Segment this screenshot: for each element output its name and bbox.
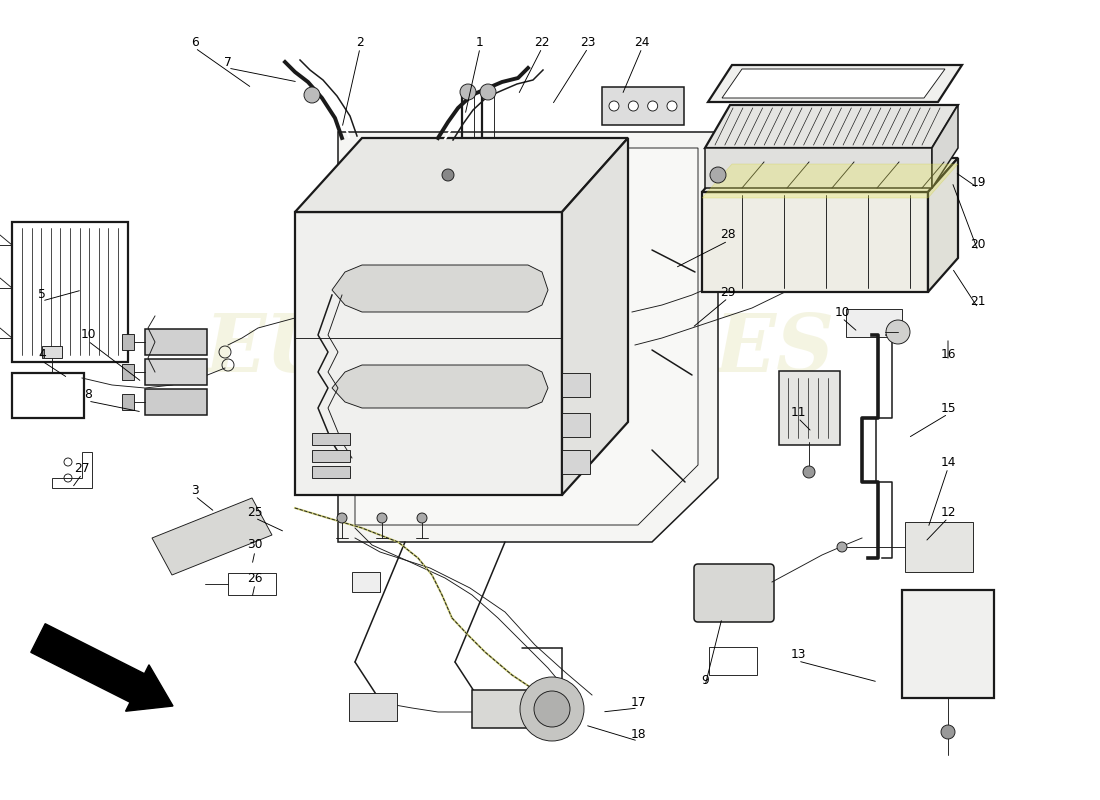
Circle shape: [377, 513, 387, 523]
Polygon shape: [702, 158, 958, 192]
FancyBboxPatch shape: [562, 413, 590, 437]
Text: EUROSPARES: EUROSPARES: [205, 311, 835, 389]
Circle shape: [648, 101, 658, 111]
Polygon shape: [708, 65, 962, 102]
Text: 19: 19: [970, 175, 986, 189]
FancyBboxPatch shape: [228, 573, 276, 595]
FancyBboxPatch shape: [779, 371, 840, 445]
Circle shape: [886, 320, 910, 344]
Text: 28: 28: [720, 229, 736, 242]
Text: 6: 6: [191, 35, 199, 49]
Text: 21: 21: [970, 295, 986, 309]
Polygon shape: [295, 138, 628, 212]
Text: 20: 20: [970, 238, 986, 251]
Text: 13: 13: [790, 649, 805, 662]
FancyBboxPatch shape: [902, 590, 994, 698]
FancyBboxPatch shape: [694, 564, 774, 622]
FancyBboxPatch shape: [12, 373, 84, 418]
Text: 14: 14: [940, 455, 956, 469]
Polygon shape: [705, 148, 932, 188]
Circle shape: [460, 84, 476, 100]
FancyBboxPatch shape: [145, 389, 207, 415]
Polygon shape: [705, 105, 958, 148]
Text: 15: 15: [940, 402, 956, 414]
Circle shape: [940, 725, 955, 739]
FancyBboxPatch shape: [122, 364, 134, 380]
FancyBboxPatch shape: [352, 572, 379, 592]
Polygon shape: [332, 265, 548, 312]
Circle shape: [442, 169, 454, 181]
Text: 7: 7: [224, 55, 232, 69]
FancyBboxPatch shape: [846, 309, 902, 337]
Text: 18: 18: [630, 729, 646, 742]
Text: 4: 4: [39, 349, 46, 362]
FancyBboxPatch shape: [145, 329, 207, 355]
Circle shape: [609, 101, 619, 111]
FancyArrow shape: [31, 624, 173, 711]
Circle shape: [480, 84, 496, 100]
Text: 11: 11: [790, 406, 805, 418]
Polygon shape: [52, 452, 92, 488]
Circle shape: [520, 677, 584, 741]
Text: a passion since 1985: a passion since 1985: [366, 431, 673, 459]
Text: 17: 17: [630, 695, 646, 709]
Text: 2: 2: [356, 35, 364, 49]
FancyBboxPatch shape: [602, 87, 684, 125]
FancyBboxPatch shape: [42, 346, 62, 358]
FancyBboxPatch shape: [472, 690, 534, 728]
Text: 24: 24: [635, 35, 650, 49]
Polygon shape: [722, 69, 945, 98]
Polygon shape: [12, 222, 128, 362]
FancyBboxPatch shape: [905, 522, 974, 572]
Text: 29: 29: [720, 286, 736, 298]
FancyBboxPatch shape: [562, 373, 590, 397]
Polygon shape: [702, 192, 928, 292]
Circle shape: [803, 466, 815, 478]
Text: 25: 25: [248, 506, 263, 518]
Text: 23: 23: [581, 35, 596, 49]
Text: 16: 16: [940, 349, 956, 362]
Polygon shape: [332, 365, 548, 408]
Polygon shape: [932, 105, 958, 188]
Text: 22: 22: [535, 35, 550, 49]
Polygon shape: [928, 158, 958, 292]
Circle shape: [337, 513, 346, 523]
Circle shape: [628, 101, 638, 111]
Text: 8: 8: [84, 389, 92, 402]
FancyBboxPatch shape: [562, 450, 590, 474]
FancyBboxPatch shape: [349, 693, 397, 721]
Circle shape: [667, 101, 676, 111]
Polygon shape: [152, 498, 272, 575]
Text: 10: 10: [80, 329, 96, 342]
Text: 10: 10: [834, 306, 849, 318]
FancyBboxPatch shape: [122, 334, 134, 350]
FancyBboxPatch shape: [312, 433, 350, 445]
Polygon shape: [338, 132, 718, 542]
FancyBboxPatch shape: [122, 394, 134, 410]
Text: 26: 26: [248, 571, 263, 585]
Circle shape: [710, 167, 726, 183]
Text: 1: 1: [476, 35, 484, 49]
Text: 3: 3: [191, 483, 199, 497]
Circle shape: [304, 87, 320, 103]
Polygon shape: [295, 212, 562, 495]
FancyBboxPatch shape: [145, 359, 207, 385]
Text: 9: 9: [701, 674, 708, 686]
Polygon shape: [355, 148, 698, 525]
Text: 5: 5: [39, 289, 46, 302]
FancyBboxPatch shape: [710, 647, 757, 675]
Text: 30: 30: [248, 538, 263, 551]
Text: 27: 27: [75, 462, 90, 474]
Circle shape: [837, 542, 847, 552]
Text: 12: 12: [940, 506, 956, 518]
FancyBboxPatch shape: [312, 466, 350, 478]
Circle shape: [534, 691, 570, 727]
Circle shape: [417, 513, 427, 523]
Polygon shape: [702, 164, 958, 198]
Polygon shape: [562, 138, 628, 495]
FancyBboxPatch shape: [312, 450, 350, 462]
